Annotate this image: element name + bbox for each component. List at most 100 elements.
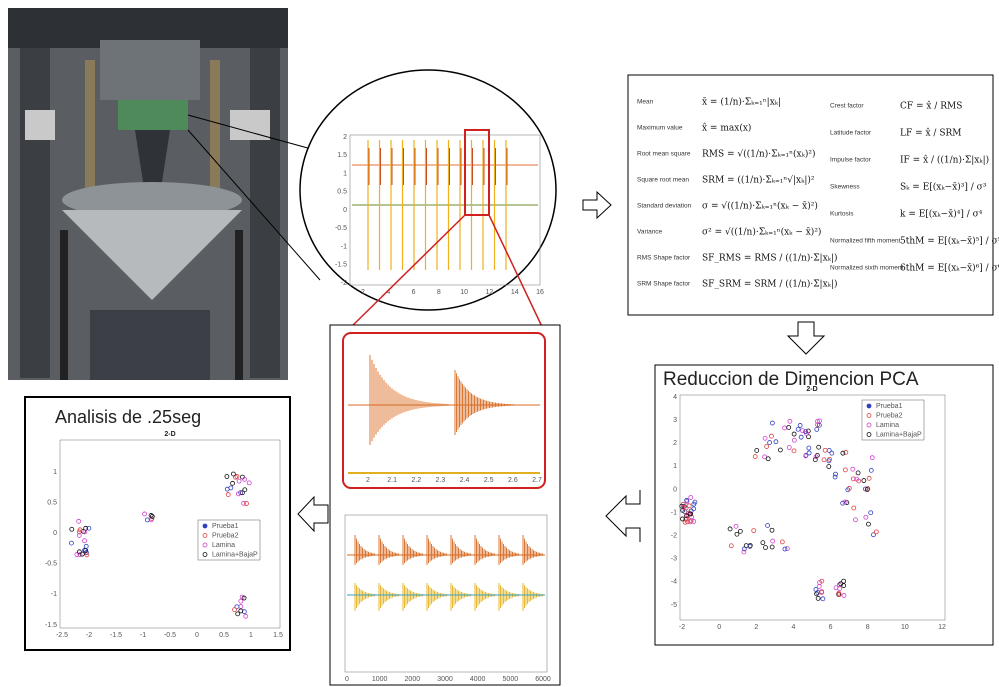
feature-formula: σ = √((1/n)·Σₖ₌₁ⁿ(xₖ − x̄)²) [702,201,818,212]
x-tick-label: 2 [366,477,370,484]
plot-title: 2-D [164,431,175,438]
plot-title: 2-D [806,386,817,393]
x-tick-label: 6000 [535,676,551,683]
y-tick-label: 2 [673,440,677,447]
x-tick-label: 4000 [470,676,486,683]
legend-label: Lamina [876,422,899,429]
figure: 21.510.50-0.5-1-1.5-2246810121416 Meanx̄… [0,0,999,687]
feature-name: Square root mean [637,177,689,184]
feature-formula: Sₖ = E[(xₖ−x̄)³] / σ³ [900,182,987,193]
x-tick-label: 6 [829,624,833,631]
x-tick-label: 1 [249,632,253,639]
y-tick-label: -1 [51,591,57,598]
y-tick-label: -2 [671,533,677,540]
pca-box [655,365,993,645]
x-tick-label: 0 [717,624,721,631]
x-tick-label: -2 [86,632,92,639]
y-tick-label: -2 [341,280,347,287]
feature-name: Skewness [830,184,860,191]
feature-name: Impulse factor [830,157,872,164]
y-tick-label: 3 [673,417,677,424]
legend-label: Prueba1 [876,403,903,410]
x-tick-label: 8 [866,624,870,631]
feature-formula: LF = x̂ / SRM [900,128,961,139]
x-tick-label: 2.2 [411,477,421,484]
feature-formula: IF = x̂ / ((1/n)·Σ|xₖ|) [900,155,989,166]
x-tick-label: 2.5 [484,477,494,484]
y-tick-label: 2 [343,134,347,141]
y-tick-label: -3 [671,556,677,563]
y-tick-label: 1 [53,469,57,476]
x-tick-label: 14 [511,289,519,296]
feature-formula: SF_SRM = SRM / ((1/n)·Σ|xₖ|) [702,279,838,290]
y-tick-label: 1 [673,463,677,470]
y-tick-label: 0 [53,530,57,537]
feature-name: Mean [637,99,654,106]
x-tick-label: -1.5 [110,632,122,639]
pca-title: Reduccion de Dimencion PCA [663,369,919,390]
x-tick-label: 5000 [503,676,519,683]
y-tick-label: -1.5 [335,262,347,269]
feature-name: Maximum value [637,125,683,132]
analysis-title: Analisis de .25seg [55,407,201,427]
y-tick-label: -4 [671,579,677,586]
x-tick-label: 2 [361,289,365,296]
y-tick-label: -1.5 [45,622,57,629]
x-tick-label: 1000 [372,676,388,683]
arrow-left [606,490,640,542]
feature-formula: x̄ = (1/n)·Σₖ₌₁ⁿ|xₖ| [702,97,781,108]
x-tick-label: 0 [345,676,349,683]
y-tick-label: 0.5 [337,189,347,196]
x-tick-label: 16 [536,289,544,296]
legend-marker [203,524,207,528]
legend-label: Lamina+BajaP [876,431,922,438]
x-tick-label: 4 [791,624,795,631]
legend-label: Prueba2 [876,412,903,419]
feature-formula: σ² = √((1/n)·Σₖ₌₁ⁿ(xₖ − x̄)²) [702,227,821,238]
y-tick-label: 1 [343,170,347,177]
legend-label: Lamina+BajaP [212,551,258,558]
feature-name: RMS Shape factor [637,255,691,262]
y-tick-label: -0.5 [335,225,347,232]
x-tick-label: 2.3 [436,477,446,484]
x-tick-label: 12 [486,289,494,296]
feature-formula: SF_RMS = RMS / ((1/n)·Σ|xₖ|) [702,253,838,264]
feature-name: Standard deviation [637,203,692,210]
feature-formula: RMS = √((1/n)·Σₖ₌₁ⁿ(xₖ)²) [702,149,816,160]
legend-marker [867,404,871,408]
legend-label: Lamina [212,542,235,549]
legend-label: Prueba1 [212,523,239,530]
x-tick-label: -2 [679,624,685,631]
legend-label: Prueba2 [212,532,239,539]
feature-name: Normalized fifth moment [830,238,901,245]
x-tick-label: 10 [460,289,468,296]
x-tick-label: 1.5 [273,632,283,639]
x-tick-label: 0 [195,632,199,639]
y-tick-label: 4 [673,394,677,401]
feature-formula: x̂ = max(x) [702,123,751,134]
feature-name: Crest factor [830,103,864,110]
y-tick-label: 1.5 [337,152,347,159]
x-tick-label: -0.5 [164,632,176,639]
x-tick-label: 2.7 [532,477,542,484]
y-tick-label: 0 [673,486,677,493]
x-tick-label: 8 [437,289,441,296]
feature-name: Latitude factor [830,130,872,137]
x-tick-label: 10 [901,624,909,631]
feature-formula: CF = x̂ / RMS [900,101,962,112]
feature-formula: SRM = ((1/n)·Σₖ₌₁ⁿ√|xₖ|)² [702,175,815,186]
y-tick-label: -1 [341,243,347,250]
y-tick-label: 0.5 [47,499,57,506]
x-tick-label: -1 [140,632,146,639]
y-tick-label: -0.5 [45,561,57,568]
feature-name: Kurtosis [830,211,854,218]
x-tick-label: 2000 [405,676,421,683]
feature-name: Root mean square [637,151,691,158]
arrow-right [583,192,611,218]
arrow-left [298,497,328,531]
x-tick-label: 3000 [437,676,453,683]
feature-name: Normalized sixth moment [830,265,904,272]
x-tick-label: 0.5 [219,632,229,639]
y-tick-label: -1 [671,509,677,516]
feature-formula: 5thM = E[(xₖ−x̄)⁵] / σ⁵ [900,236,999,247]
